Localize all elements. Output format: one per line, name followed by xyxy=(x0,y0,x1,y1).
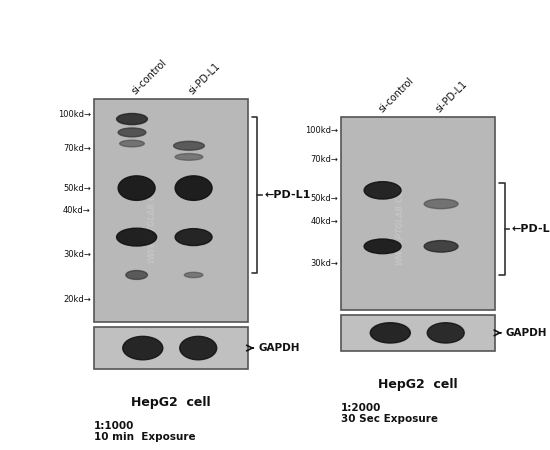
Ellipse shape xyxy=(117,113,147,125)
Text: GAPDH: GAPDH xyxy=(258,343,300,353)
Text: 1:2000: 1:2000 xyxy=(341,403,381,413)
Ellipse shape xyxy=(126,270,147,279)
Ellipse shape xyxy=(120,140,144,147)
Text: ←PD-L1: ←PD-L1 xyxy=(512,224,550,234)
FancyBboxPatch shape xyxy=(94,99,248,322)
Ellipse shape xyxy=(175,176,212,200)
Text: 30kd→: 30kd→ xyxy=(63,250,91,259)
Text: 100kd→: 100kd→ xyxy=(58,110,91,119)
FancyBboxPatch shape xyxy=(341,315,495,351)
Text: WWW.PTGLAB.COM: WWW.PTGLAB.COM xyxy=(147,180,157,263)
Text: HepG2  cell: HepG2 cell xyxy=(378,378,458,391)
Text: si-PD-L1: si-PD-L1 xyxy=(434,79,470,115)
Ellipse shape xyxy=(180,336,217,360)
Ellipse shape xyxy=(364,239,401,254)
Text: 1:1000: 1:1000 xyxy=(94,421,134,431)
Text: 10 min  Exposure: 10 min Exposure xyxy=(94,432,195,442)
Ellipse shape xyxy=(118,176,155,200)
Text: GAPDH: GAPDH xyxy=(506,328,547,338)
FancyBboxPatch shape xyxy=(341,117,495,310)
Text: 20kd→: 20kd→ xyxy=(63,295,91,304)
Text: 30 Sec Exposure: 30 Sec Exposure xyxy=(341,414,438,424)
Ellipse shape xyxy=(123,336,163,360)
Text: 40kd→: 40kd→ xyxy=(63,206,91,215)
Ellipse shape xyxy=(424,241,458,252)
Text: HepG2  cell: HepG2 cell xyxy=(131,396,210,409)
Text: 70kd→: 70kd→ xyxy=(63,144,91,153)
Ellipse shape xyxy=(174,141,205,150)
Text: ←PD-L1: ←PD-L1 xyxy=(264,190,310,200)
Text: 40kd→: 40kd→ xyxy=(311,217,338,226)
Text: si-control: si-control xyxy=(377,76,416,115)
Ellipse shape xyxy=(175,153,203,160)
Ellipse shape xyxy=(184,272,203,278)
Ellipse shape xyxy=(424,199,458,209)
Text: 50kd→: 50kd→ xyxy=(311,194,338,202)
Ellipse shape xyxy=(175,229,212,246)
Text: 70kd→: 70kd→ xyxy=(310,155,338,164)
Ellipse shape xyxy=(427,323,464,343)
Ellipse shape xyxy=(118,128,146,137)
Ellipse shape xyxy=(117,228,157,246)
Text: 50kd→: 50kd→ xyxy=(63,184,91,193)
Ellipse shape xyxy=(364,182,401,199)
Text: 100kd→: 100kd→ xyxy=(305,126,338,135)
Text: 30kd→: 30kd→ xyxy=(310,259,338,268)
FancyBboxPatch shape xyxy=(94,327,248,369)
Text: si-control: si-control xyxy=(130,58,168,97)
Text: WWW.PTGLAB.COM: WWW.PTGLAB.COM xyxy=(395,181,404,265)
Text: si-PD-L1: si-PD-L1 xyxy=(186,61,222,97)
Ellipse shape xyxy=(370,323,410,343)
